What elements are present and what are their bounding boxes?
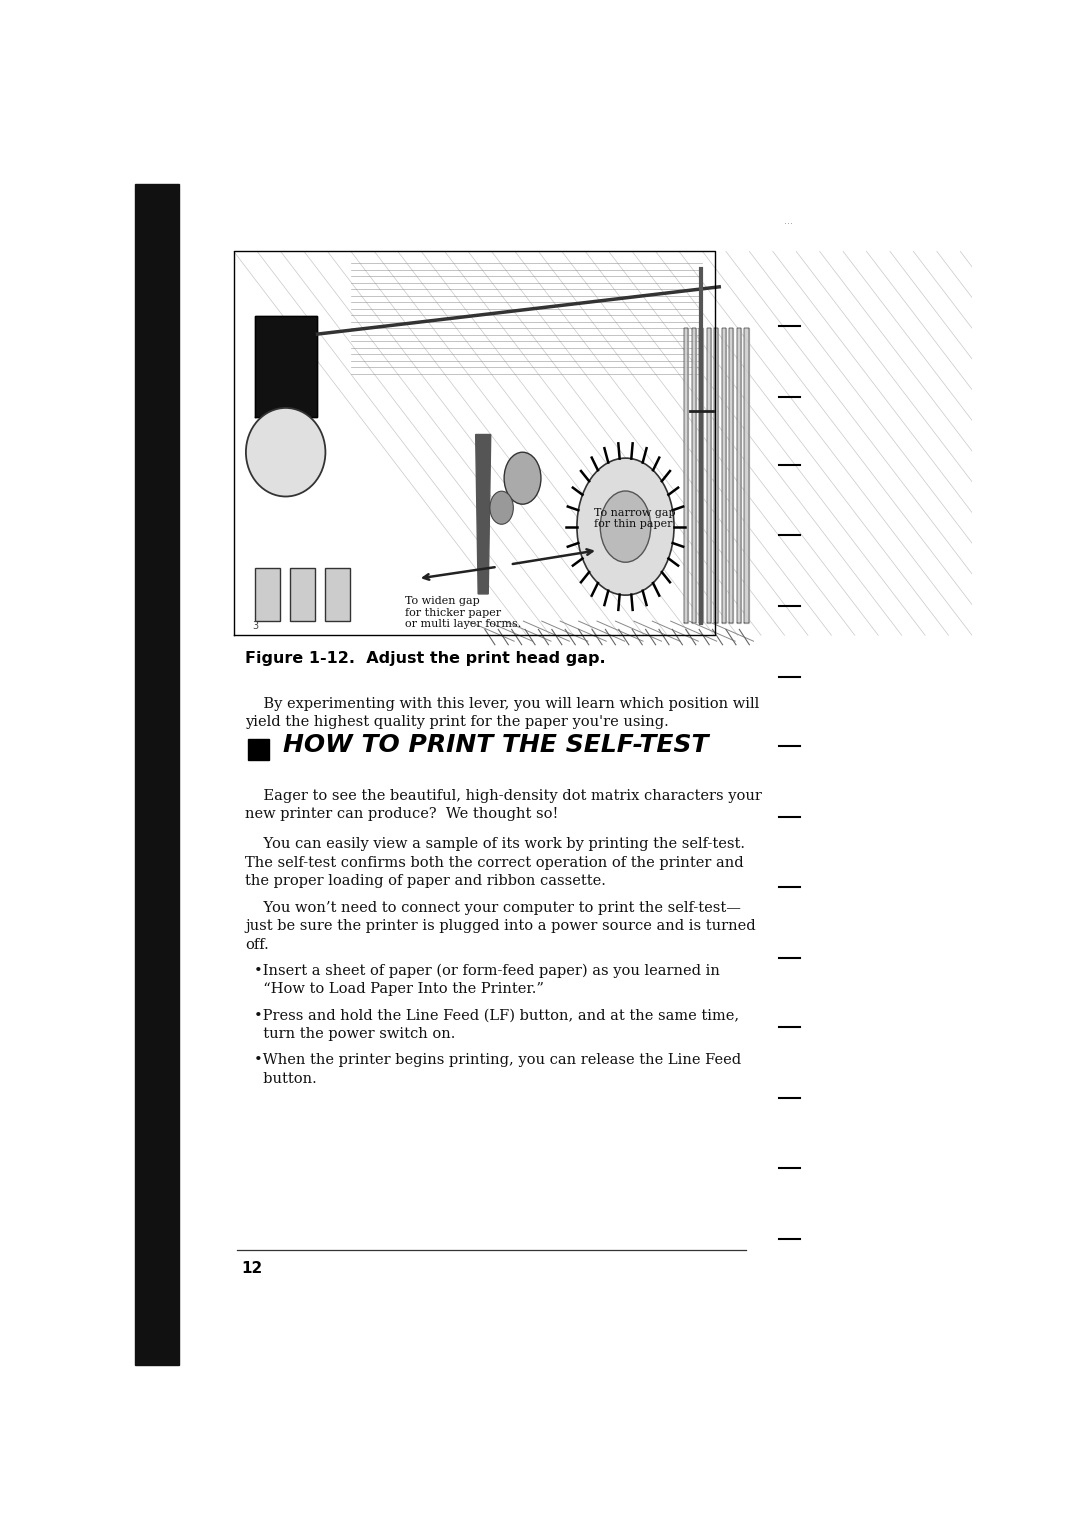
Text: To widen gap
for thicker paper
or multi layer forms.: To widen gap for thicker paper or multi … [405,597,522,629]
Text: You won’t need to connect your computer to print the self-test—
just be sure the: You won’t need to connect your computer … [245,900,756,953]
Text: ...: ... [784,216,793,225]
Text: By experimenting with this lever, you will learn which position will
yield the h: By experimenting with this lever, you wi… [245,696,759,729]
Text: Figure 1-12.  Adjust the print head gap.: Figure 1-12. Adjust the print head gap. [245,650,606,666]
Polygon shape [714,328,718,623]
Text: To narrow gap
for thin paper: To narrow gap for thin paper [594,508,675,529]
Polygon shape [691,328,696,623]
Circle shape [577,459,674,595]
Text: HOW TO PRINT THE SELF-TEST: HOW TO PRINT THE SELF-TEST [283,733,708,758]
Text: •Insert a sheet of paper (or form-feed paper) as you learned in
  “How to Load P: •Insert a sheet of paper (or form-feed p… [254,963,719,997]
Text: •Press and hold the Line Feed (LF) button, and at the same time,
  turn the powe: •Press and hold the Line Feed (LF) butto… [254,1008,739,1042]
Bar [233,252,715,635]
Bar [135,184,179,1365]
Polygon shape [729,328,733,623]
Polygon shape [744,328,748,623]
Polygon shape [721,328,726,623]
Text: You can easily view a sample of its work by printing the self-test.
The self-tes: You can easily view a sample of its work… [245,838,745,888]
Polygon shape [684,328,688,623]
Circle shape [490,491,513,525]
Text: 12: 12 [241,1261,262,1276]
Circle shape [504,453,541,505]
Text: •When the printer begins printing, you can release the Line Feed
  button.: •When the printer begins printing, you c… [254,1054,741,1086]
Circle shape [600,491,651,563]
Polygon shape [255,316,318,417]
Polygon shape [737,328,741,623]
Polygon shape [699,328,703,623]
Text: Eager to see the beautiful, high-density dot matrix characters your
new printer : Eager to see the beautiful, high-density… [245,788,762,821]
Polygon shape [706,328,711,623]
Polygon shape [475,434,490,594]
Bar [325,568,350,621]
Ellipse shape [246,408,325,497]
Text: 3: 3 [253,621,258,632]
Bar [248,739,269,761]
Bar [255,568,280,621]
Bar [289,568,315,621]
